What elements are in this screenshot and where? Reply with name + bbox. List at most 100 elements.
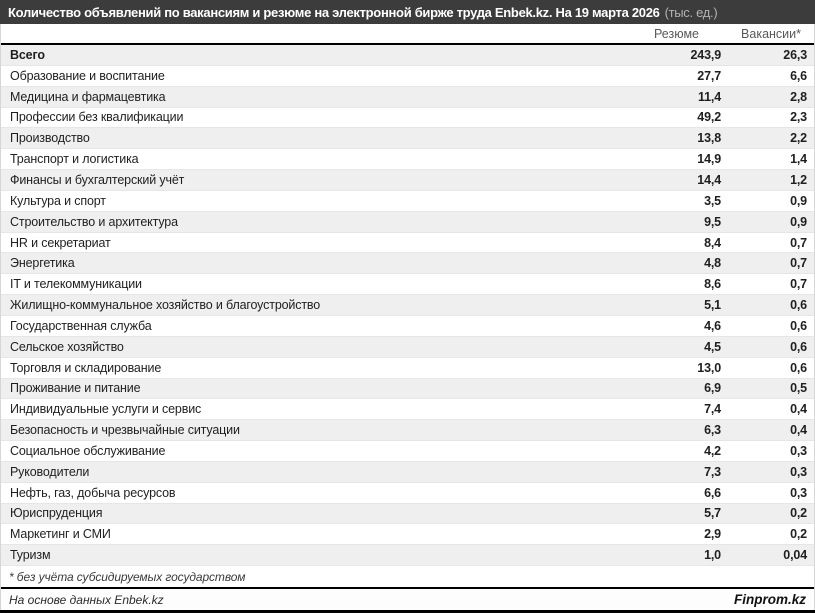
table-row: Нефть, газ, добыча ресурсов 6,6 0,3 bbox=[1, 482, 814, 504]
brand-logo: Finprom.kz bbox=[733, 592, 806, 607]
row-vacancies-value: 2,8 bbox=[790, 89, 807, 104]
row-resume-value: 49,2 bbox=[697, 110, 721, 125]
row-vacancies-value: 0,04 bbox=[783, 548, 807, 563]
column-header-row: Резюме Вакансии* bbox=[1, 24, 814, 45]
row-resume-value: 4,6 bbox=[704, 318, 721, 333]
table-row: HR и секретариат 8,4 0,7 bbox=[1, 232, 814, 254]
row-resume-value: 4,5 bbox=[704, 339, 721, 354]
row-label: Образование и воспитание bbox=[10, 68, 165, 83]
row-vacancies-value: 2,3 bbox=[790, 110, 807, 125]
row-resume-value: 4,8 bbox=[704, 256, 721, 271]
row-resume-value: 13,8 bbox=[697, 131, 721, 146]
table-row: Производство 13,8 2,2 bbox=[1, 128, 814, 150]
table-row: Маркетинг и СМИ 2,9 0,2 bbox=[1, 524, 814, 546]
row-label: Культура и спорт bbox=[10, 193, 106, 208]
row-resume-value: 14,4 bbox=[697, 172, 721, 187]
footnote: * без учёта субсидируемых государством bbox=[9, 569, 246, 584]
row-vacancies-value: 0,3 bbox=[790, 443, 807, 458]
row-resume-value: 243,9 bbox=[690, 47, 721, 62]
row-resume-value: 4,2 bbox=[704, 443, 721, 458]
table-row: Туризм 1,0 0,04 bbox=[1, 545, 814, 567]
row-label: Сельское хозяйство bbox=[10, 339, 124, 354]
row-vacancies-value: 0,6 bbox=[790, 360, 807, 375]
row-vacancies-value: 1,2 bbox=[790, 172, 807, 187]
row-vacancies-value: 0,6 bbox=[790, 298, 807, 313]
table-row: Торговля и складирование 13,0 0,6 bbox=[1, 357, 814, 379]
table-body: Всего 243,9 26,3 Образование и воспитани… bbox=[1, 45, 814, 567]
row-resume-value: 13,0 bbox=[697, 360, 721, 375]
table-row: Медицина и фармацевтика 11,4 2,8 bbox=[1, 86, 814, 108]
row-label: Финансы и бухгалтерский учёт bbox=[10, 172, 185, 187]
table-row: Профессии без квалификации 49,2 2,3 bbox=[1, 107, 814, 129]
row-vacancies-value: 0,4 bbox=[790, 402, 807, 417]
row-label: Безопасность и чрезвычайные ситуации bbox=[10, 423, 240, 438]
table-row: Транспорт и логистика 14,9 1,4 bbox=[1, 149, 814, 171]
row-resume-value: 3,5 bbox=[704, 193, 721, 208]
row-vacancies-value: 0,7 bbox=[790, 235, 807, 250]
row-label: Государственная служба bbox=[10, 318, 152, 333]
row-label: Торговля и складирование bbox=[10, 360, 162, 375]
table-row: Культура и спорт 3,5 0,9 bbox=[1, 190, 814, 212]
footer: На основе данных Enbek.kz Finprom.kz bbox=[1, 589, 814, 610]
footer-divider bbox=[1, 587, 814, 589]
row-vacancies-value: 26,3 bbox=[783, 47, 807, 62]
row-resume-value: 8,4 bbox=[704, 235, 721, 250]
row-vacancies-value: 0,7 bbox=[790, 256, 807, 271]
row-resume-value: 14,9 bbox=[697, 152, 721, 167]
row-vacancies-value: 0,2 bbox=[790, 527, 807, 542]
row-vacancies-value: 0,3 bbox=[790, 485, 807, 500]
row-resume-value: 1,0 bbox=[704, 548, 721, 563]
row-resume-value: 9,5 bbox=[704, 214, 721, 229]
table-row: Всего 243,9 26,3 bbox=[1, 45, 814, 66]
table-row: Образование и воспитание 27,7 6,6 bbox=[1, 65, 814, 87]
table-row: Энергетика 4,8 0,7 bbox=[1, 253, 814, 275]
row-label: Нефть, газ, добыча ресурсов bbox=[10, 485, 176, 500]
table-row: Юриспруденция 5,7 0,2 bbox=[1, 503, 814, 525]
row-resume-value: 6,6 bbox=[704, 485, 721, 500]
row-label: Индивидуальные услуги и сервис bbox=[10, 402, 202, 417]
row-resume-value: 5,7 bbox=[704, 506, 721, 521]
row-label: Юриспруденция bbox=[10, 506, 103, 521]
row-resume-value: 27,7 bbox=[697, 68, 721, 83]
row-label: Медицина и фармацевтика bbox=[10, 89, 166, 104]
row-resume-value: 2,9 bbox=[704, 527, 721, 542]
row-label: Энергетика bbox=[10, 256, 75, 271]
row-resume-value: 7,4 bbox=[704, 402, 721, 417]
row-resume-value: 8,6 bbox=[704, 277, 721, 292]
row-vacancies-value: 1,4 bbox=[790, 152, 807, 167]
table-row: Безопасность и чрезвычайные ситуации 6,3… bbox=[1, 420, 814, 442]
table-row: Жилищно-коммунальное хозяйство и благоус… bbox=[1, 295, 814, 316]
row-label: Социальное обслуживание bbox=[10, 443, 166, 458]
table-row: Государственная служба 4,6 0,6 bbox=[1, 315, 814, 337]
table-row: Финансы и бухгалтерский учёт 14,4 1,2 bbox=[1, 170, 814, 191]
table-row: Индивидуальные услуги и сервис 7,4 0,4 bbox=[1, 399, 814, 421]
row-vacancies-value: 0,3 bbox=[790, 464, 807, 479]
row-label: Всего bbox=[10, 47, 45, 62]
row-resume-value: 6,3 bbox=[704, 423, 721, 438]
table: Резюме Вакансии* Всего 243,9 26,3 Образо… bbox=[0, 24, 815, 610]
column-header-resume: Резюме bbox=[654, 27, 699, 41]
row-resume-value: 6,9 bbox=[704, 381, 721, 396]
row-label: IT и телекоммуникации bbox=[10, 277, 142, 292]
row-label: HR и секретариат bbox=[10, 235, 111, 250]
row-vacancies-value: 0,5 bbox=[790, 381, 807, 396]
table-row: Руководители 7,3 0,3 bbox=[1, 461, 814, 483]
row-vacancies-value: 0,9 bbox=[790, 193, 807, 208]
table-row: Социальное обслуживание 4,2 0,3 bbox=[1, 441, 814, 462]
row-label: Жилищно-коммунальное хозяйство и благоус… bbox=[10, 298, 321, 313]
row-vacancies-value: 6,6 bbox=[790, 68, 807, 83]
column-header-vacancies: Вакансии* bbox=[741, 27, 801, 41]
table-row: Проживание и питание 6,9 0,5 bbox=[1, 378, 814, 400]
title-bar: Количество объявлений по вакансиям и рез… bbox=[0, 0, 815, 24]
row-resume-value: 7,3 bbox=[704, 464, 721, 479]
row-label: Профессии без квалификации bbox=[10, 110, 184, 125]
row-vacancies-value: 0,6 bbox=[790, 318, 807, 333]
table-row: Сельское хозяйство 4,5 0,6 bbox=[1, 336, 814, 358]
row-label: Проживание и питание bbox=[10, 381, 141, 396]
row-resume-value: 5,1 bbox=[704, 298, 721, 313]
row-label: Маркетинг и СМИ bbox=[10, 527, 111, 542]
table-row: Строительство и архитектура 9,5 0,9 bbox=[1, 211, 814, 233]
row-label: Строительство и архитектура bbox=[10, 214, 178, 229]
data-source: На основе данных Enbek.kz bbox=[9, 592, 164, 607]
